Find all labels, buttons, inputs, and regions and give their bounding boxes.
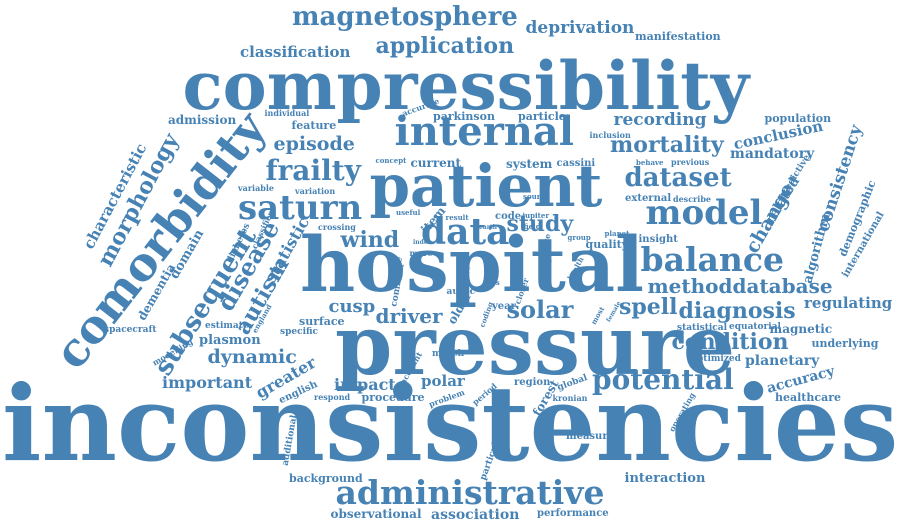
word-underlying: underlying xyxy=(811,336,879,350)
word-dataset: dataset xyxy=(624,163,732,193)
word-methoddatabase: methoddatabase xyxy=(647,274,833,298)
word-data: data xyxy=(421,211,510,253)
word-population: population xyxy=(764,111,832,125)
word-regulating: regulating xyxy=(804,293,893,312)
word-quality: quality xyxy=(585,237,629,251)
word-magnetic: magnetic xyxy=(769,322,833,336)
word-spacecraft: spacecraft xyxy=(104,324,157,335)
word-balance: balance xyxy=(640,239,784,279)
word-index: index xyxy=(413,239,432,246)
word-earth: earth xyxy=(479,224,497,231)
word-hospital: hospital xyxy=(300,220,644,309)
word-more: more xyxy=(409,248,433,258)
word-impact: impact xyxy=(334,375,396,394)
word-estimate: estimate xyxy=(205,320,249,331)
word-plasmon: plasmon xyxy=(199,332,261,348)
word-condition: condition xyxy=(671,329,789,355)
word-jupiter: jupiter xyxy=(522,210,550,220)
word-result: result xyxy=(445,212,469,222)
word-self: self xyxy=(456,265,471,275)
word-inconsistencies: inconsistencies xyxy=(2,363,899,485)
word-mortality: mortality xyxy=(610,132,724,158)
word-respond: respond xyxy=(314,392,351,402)
word-specific: specific xyxy=(280,326,319,337)
word-model: model xyxy=(645,193,763,233)
word-auroc: auroc xyxy=(446,286,476,297)
word-year: year xyxy=(492,301,516,312)
word-compressibility: compressibility xyxy=(182,47,750,125)
word-inclusion: inclusion xyxy=(589,130,631,140)
word-patient: patient xyxy=(369,152,603,220)
word-cassini: cassini xyxy=(556,158,596,169)
word-crossing: crossing xyxy=(318,222,356,232)
word-march: march xyxy=(432,348,465,359)
word-important: important xyxy=(162,373,253,392)
word-code: code xyxy=(495,211,522,222)
word-system: system xyxy=(506,157,553,171)
word-variable: variable xyxy=(238,183,274,193)
word-previous: previous xyxy=(671,157,710,167)
word-potential: potential xyxy=(592,363,734,396)
word-interaction: interaction xyxy=(624,470,706,486)
word-statistical: statistical xyxy=(677,322,728,333)
word-diagnosis: diagnosis xyxy=(678,298,796,324)
word-classification: classification xyxy=(240,42,351,61)
word-current: current xyxy=(410,156,462,170)
word-optimized: optimized xyxy=(691,353,741,364)
word-field: field xyxy=(523,221,541,231)
word-pressure: pressure xyxy=(335,298,736,394)
word-equatorial: equatorial xyxy=(729,321,781,332)
word-dynamic: dynamic xyxy=(207,345,297,368)
word-region: region xyxy=(514,377,551,388)
word-internal: internal xyxy=(394,108,574,155)
word-useful: useful xyxy=(396,207,421,217)
word-insight: insight xyxy=(638,234,678,245)
word-administrative: administrative xyxy=(335,472,605,512)
word-wind: wind xyxy=(340,227,400,253)
word-recording: recording xyxy=(613,109,707,130)
word-episode: episode xyxy=(273,132,355,155)
word-solar: solar xyxy=(506,295,574,324)
word-association: association xyxy=(431,507,520,522)
word-deprivation: deprivation xyxy=(525,17,635,38)
word-planetary: planetary xyxy=(745,353,820,369)
word-frailty: frailty xyxy=(265,154,361,187)
word-performance: performance xyxy=(537,508,609,519)
word-kronian: kronian xyxy=(552,393,588,403)
word-saturn: saturn xyxy=(238,188,363,228)
word-individual: individual xyxy=(264,108,310,118)
word-manifestation: manifestation xyxy=(635,29,721,43)
word-feature: feature xyxy=(291,118,337,132)
word-application: application xyxy=(375,33,515,59)
word-observational: observational xyxy=(330,507,422,521)
word-magnetosphere: magnetosphere xyxy=(292,2,518,32)
word-mandatory: mandatory xyxy=(730,146,815,162)
word-describe: describe xyxy=(673,194,711,204)
word-spell: spell xyxy=(619,294,678,320)
word-driver: driver xyxy=(375,304,443,328)
word-hfrs: hfrs xyxy=(484,277,500,287)
word-external: external xyxy=(625,193,672,204)
word-parkinson: parkinson xyxy=(433,109,495,123)
word-polar: polar xyxy=(421,371,465,390)
word-particle: particle xyxy=(518,109,566,123)
word-group: group xyxy=(567,232,591,242)
word-source: source xyxy=(523,191,550,201)
word-planet: planet xyxy=(604,228,630,238)
word-procedure: procedure xyxy=(361,390,425,404)
word-behave: behave xyxy=(636,157,664,167)
word-variation: variation xyxy=(295,186,336,196)
word-background: background xyxy=(289,471,363,485)
word-measure: measure xyxy=(566,431,614,442)
word-concept: concept xyxy=(375,155,407,165)
word-admission: admission xyxy=(168,113,237,127)
word-study: study xyxy=(506,211,574,237)
word-surface: surface xyxy=(299,314,345,328)
word-cusp: cusp xyxy=(328,296,376,317)
word-healthcare: healthcare xyxy=(775,390,841,404)
